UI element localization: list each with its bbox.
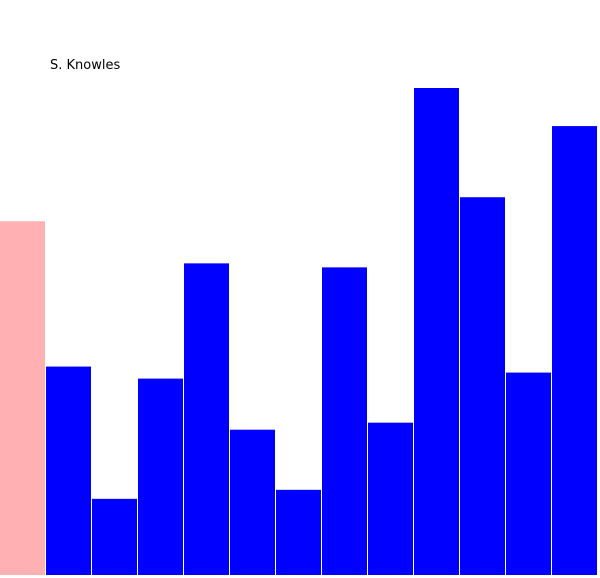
bar: [460, 197, 505, 575]
highlighted-bar: [0, 221, 45, 575]
chart-title: S. Knowles: [50, 58, 121, 73]
bar: [230, 429, 275, 575]
bar: [138, 378, 183, 575]
bar: [368, 422, 413, 575]
bar: [552, 126, 597, 575]
bar: [276, 489, 321, 575]
bar: [506, 372, 551, 575]
bar: [92, 498, 137, 575]
bar: [322, 267, 367, 575]
bar: [46, 366, 91, 575]
bar: [414, 88, 459, 575]
bar: [184, 263, 229, 575]
